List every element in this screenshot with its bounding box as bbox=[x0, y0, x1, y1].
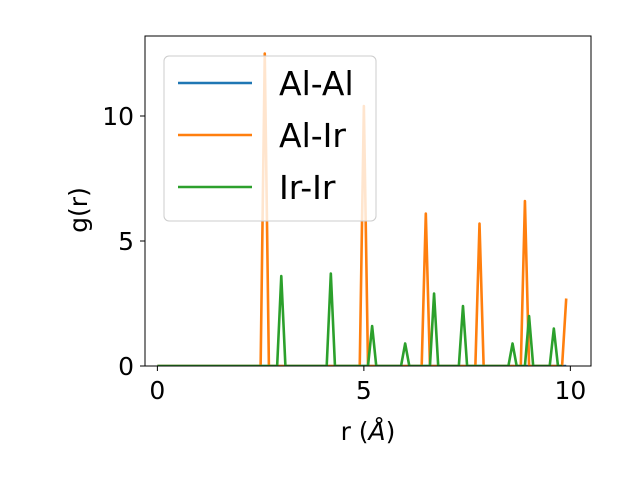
y-tick-label: 0 bbox=[118, 352, 134, 381]
legend-label: Al-Ir bbox=[279, 116, 346, 155]
legend-label: Al-Al bbox=[279, 64, 354, 103]
legend-box bbox=[163, 55, 377, 222]
legend: Al-Al Al-Ir Ir-Ir bbox=[163, 55, 377, 222]
x-tick-label: 10 bbox=[554, 376, 586, 405]
x-axis-label: r (Å) bbox=[341, 417, 396, 446]
y-tick-label: 5 bbox=[118, 227, 134, 256]
legend-label: Ir-Ir bbox=[279, 168, 336, 207]
series-line-al-ir bbox=[157, 52, 568, 366]
y-axis-label: g(r) bbox=[64, 187, 93, 233]
series-line-ir-ir bbox=[157, 272, 563, 366]
x-tick-label: 5 bbox=[356, 376, 372, 405]
plot-frame bbox=[144, 35, 592, 367]
axis-ticks: 0 5 10 0 5 10 bbox=[102, 102, 586, 405]
series-lines bbox=[157, 52, 568, 366]
y-tick-label: 10 bbox=[102, 102, 134, 131]
x-tick-label: 0 bbox=[149, 376, 165, 405]
